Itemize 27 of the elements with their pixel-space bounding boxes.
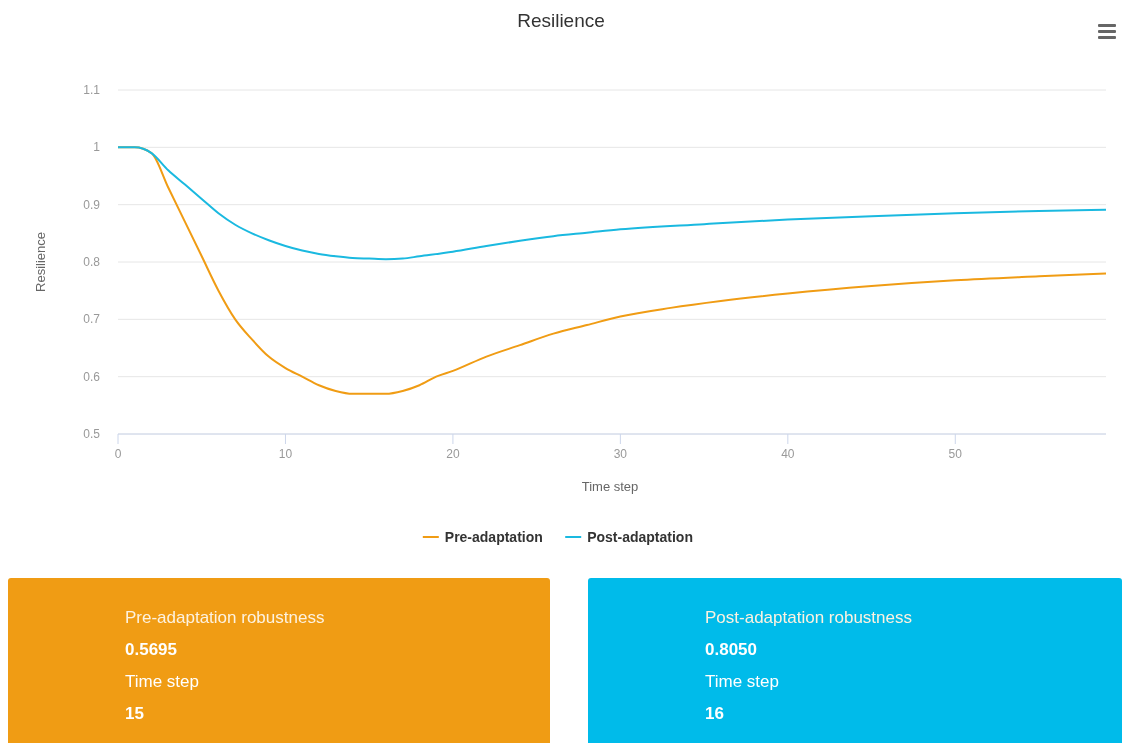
x-tick-label: 50 [948, 447, 963, 461]
x-tick-label: 30 [613, 447, 628, 461]
y-tick-label: 0.8 [83, 255, 101, 269]
x-tick-label: 0 [114, 447, 122, 461]
y-axis-title: Resilience [33, 232, 48, 292]
text: 15 [125, 704, 144, 723]
y-tick-label: 0.6 [83, 369, 101, 384]
y-tick-label: 1 [93, 140, 101, 155]
chart-title: Resilience [517, 10, 605, 31]
text: Time step [125, 672, 200, 691]
x-axis-title: Time step [581, 479, 639, 494]
legend-label: Pre-adaptation [444, 529, 543, 545]
text: 0.5695 [125, 640, 177, 659]
x-tick-label: 10 [278, 447, 293, 461]
y-tick-label: 1.1 [83, 83, 101, 97]
text: Post-adaptation robustness [705, 608, 912, 627]
y-tick-label: 0.5 [83, 427, 101, 441]
text: Time step [705, 672, 780, 691]
text: 16 [705, 704, 724, 723]
text: 0.8050 [705, 640, 757, 659]
line-series [117, 146, 1107, 261]
text: Pre-adaptation robustness [125, 608, 325, 627]
y-tick-label: 0.7 [83, 312, 101, 327]
legend-label: Post-adaptation [587, 529, 693, 545]
x-tick-label: 20 [446, 447, 460, 461]
x-tick-label: 40 [781, 447, 795, 461]
y-tick-label: 0.9 [83, 197, 101, 212]
